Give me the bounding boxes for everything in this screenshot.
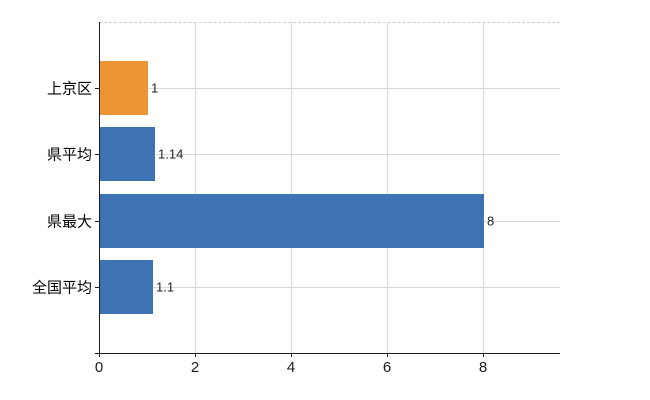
bar-value-label: 1 <box>151 80 159 96</box>
h-gridline <box>99 287 560 288</box>
y-axis-tick <box>95 287 99 288</box>
v-gridline <box>195 22 196 353</box>
h-gridline <box>99 88 560 89</box>
v-gridline <box>483 22 484 353</box>
bar <box>100 127 155 181</box>
category-label: 上京区 <box>46 80 92 98</box>
y-axis-tick <box>95 221 99 222</box>
v-gridline <box>387 22 388 353</box>
x-tick-label: 4 <box>286 359 296 376</box>
x-axis-tick <box>483 353 484 357</box>
y-axis-line <box>99 22 100 353</box>
x-tick-label: 8 <box>478 359 488 376</box>
bar-value-label: 1.1 <box>156 279 175 295</box>
category-label: 全国平均 <box>31 279 92 297</box>
category-label: 県平均 <box>46 146 92 164</box>
y-axis-tick <box>95 154 99 155</box>
x-axis-tick <box>195 353 196 357</box>
bar <box>100 194 484 248</box>
x-tick-label: 2 <box>190 359 200 376</box>
v-gridline <box>291 22 292 353</box>
bar-value-label: 8 <box>487 213 495 229</box>
y-axis-tick <box>95 88 99 89</box>
plot-area: 1 1.14 8 1.1 <box>95 22 560 354</box>
h-gridline <box>99 154 560 155</box>
bar <box>100 61 148 115</box>
x-axis-tick <box>387 353 388 357</box>
category-label: 県最大 <box>46 213 92 231</box>
bar <box>100 260 153 314</box>
x-axis-tick <box>99 353 100 357</box>
x-tick-label: 0 <box>94 359 104 376</box>
plot-top-border <box>99 22 560 23</box>
x-axis-tick <box>291 353 292 357</box>
x-axis-line <box>95 353 560 354</box>
x-tick-label: 6 <box>382 359 392 376</box>
bar-value-label: 1.14 <box>158 146 184 162</box>
